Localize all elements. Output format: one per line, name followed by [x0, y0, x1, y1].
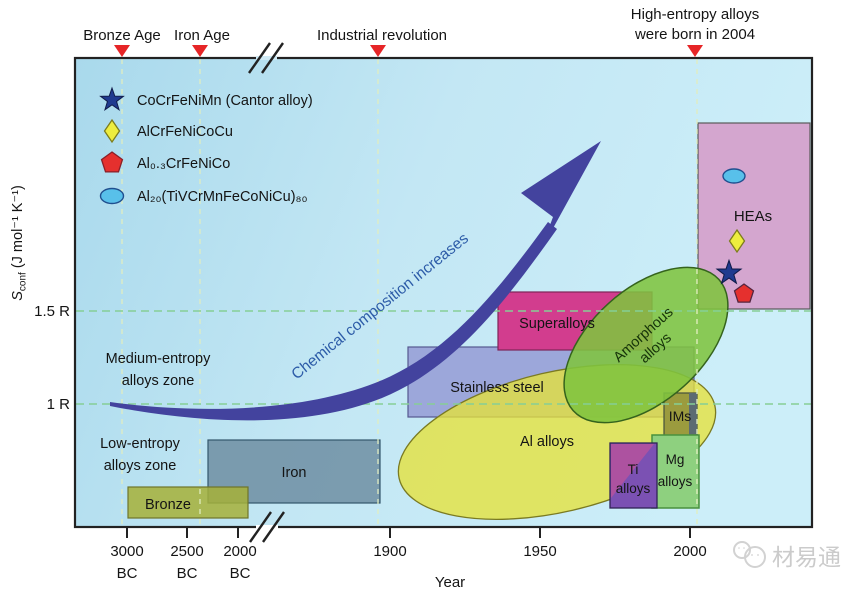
heas-star-marker [715, 258, 743, 285]
amorphous-alloys-region [563, 266, 729, 424]
mg-alloys-label2: alloys [658, 474, 693, 489]
y-axis-title-units: (J mol⁻¹ K⁻¹) [10, 185, 26, 272]
bronze-region [127, 486, 249, 519]
mg-alloys-region [651, 434, 700, 509]
composition-arrow [110, 141, 601, 421]
mg-alloys-label: Mg [666, 452, 685, 467]
ti-alloys-overlay [611, 444, 654, 498]
x-label-2000: 2000 [673, 543, 706, 560]
hea-2004-label: High-entropy alloys [631, 6, 759, 23]
y-axis-title-s: S [10, 291, 26, 301]
x-tick-marks [126, 527, 691, 538]
x-label-2000bc: 2000 [223, 543, 256, 560]
top-break-slash2 [261, 42, 284, 74]
x-label-2500: 2500 [170, 543, 203, 560]
x-axis: 3000 BC 2500 BC 2000 BC 1900 1950 2000 Y… [110, 527, 707, 591]
arrow-shaft [110, 222, 557, 421]
watermark: 材易通 [733, 541, 841, 570]
al-alloys-label: Al alloys [520, 434, 574, 450]
x-label-2000bc-bc: BC [230, 565, 251, 582]
medium-entropy-zone-label: Medium-entropy [106, 351, 212, 367]
heas-markers [715, 168, 755, 303]
industrial-label: Industrial revolution [317, 27, 447, 44]
watermark-text: 材易通 [772, 544, 841, 570]
legend-item-alcrfenicocu: AlCrFeNiCoCu [137, 124, 233, 140]
ellipse-icon [99, 187, 125, 205]
y-tick-1R: 1 R [47, 396, 71, 413]
heas-pentagon-marker [733, 283, 755, 303]
y-tick-1-5R: 1.5 R [34, 303, 70, 320]
bottom-break-slash1 [249, 511, 272, 543]
bottom-break-slash2 [262, 511, 285, 543]
stainless-steel-label: Stainless steel [450, 380, 544, 396]
x-label-3000-bc: BC [117, 565, 138, 582]
iron-age-marker-icon [192, 45, 208, 57]
pentagon-icon [100, 151, 124, 173]
x-label-3000: 3000 [110, 543, 143, 560]
x-label-1950: 1950 [523, 543, 556, 560]
diamond-icon [103, 118, 121, 144]
x-axis-title: Year [435, 574, 465, 591]
superalloys-label: Superalloys [519, 316, 595, 332]
y-axis-title-sub: conf [18, 272, 29, 291]
iron-age-label: Iron Age [174, 27, 230, 44]
low-entropy-zone-label2: alloys zone [104, 458, 177, 474]
region-shapes [127, 122, 811, 520]
arrow-head [521, 141, 601, 252]
event-annotations: Bronze Age Iron Age Industrial revolutio… [83, 6, 759, 57]
iron-label: Iron [282, 465, 307, 481]
y-axis: Sconf (J mol⁻¹ K⁻¹) 1.5 R 1 R [10, 185, 70, 413]
x-label-1900: 1900 [373, 543, 406, 560]
heas-ellipse-marker [722, 168, 746, 184]
legend-item-cantor: CoCrFeNiMn (Cantor alloy) [137, 93, 313, 109]
top-break-slash1 [248, 42, 271, 74]
ims-region-edge [689, 393, 697, 437]
legend: CoCrFeNiMn (Cantor alloy) AlCrFeNiCoCu A… [99, 86, 313, 205]
chat-bubbles-icon [733, 541, 766, 568]
medium-entropy-zone-label2: alloys zone [122, 373, 195, 389]
industrial-marker-icon [370, 45, 386, 57]
bronze-label: Bronze [145, 497, 191, 513]
heas-label: HEAs [734, 208, 772, 225]
legend-item-al20: Al₂₀(TiVCrMnFeCoNiCu)₈₀ [137, 189, 308, 205]
legend-item-al03crfenico: Al₀.₃CrFeNiCo [137, 156, 230, 172]
bronze-age-label: Bronze Age [83, 27, 161, 44]
ti-alloys-label: Ti [628, 462, 639, 477]
axis-breaks [248, 42, 285, 543]
ims-label: IMs [669, 408, 692, 424]
ti-alloys-label2: alloys [616, 481, 651, 496]
x-label-2500-bc: BC [177, 565, 198, 582]
hea-2004-label2: were born in 2004 [634, 26, 755, 43]
bronze-age-marker-icon [114, 45, 130, 57]
hea-2004-marker-icon [687, 45, 703, 57]
star-icon [99, 86, 125, 111]
low-entropy-zone-label: Low-entropy [100, 436, 181, 452]
plot-border [73, 56, 814, 529]
y-axis-title: Sconf (J mol⁻¹ K⁻¹) [10, 185, 29, 301]
gridlines [76, 59, 811, 526]
heas-diamond-marker [728, 228, 746, 254]
